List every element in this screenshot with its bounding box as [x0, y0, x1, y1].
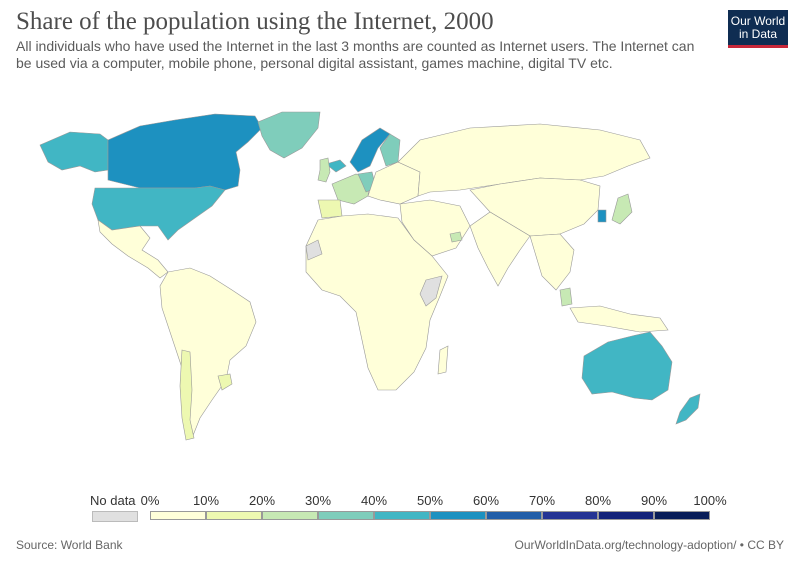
- region-russia[interactable]: [397, 123, 651, 197]
- legend-bin-9[interactable]: [654, 511, 710, 520]
- legend-no-data-label: No data: [90, 493, 136, 508]
- region-australia[interactable]: [581, 331, 673, 401]
- region-indonesia[interactable]: [569, 305, 669, 333]
- url-license[interactable]: OurWorldInData.org/technology-adoption/ …: [514, 538, 784, 552]
- region-western-sahara[interactable]: [305, 239, 323, 261]
- legend-no-data-swatch[interactable]: [92, 511, 138, 522]
- legend-tick-label: 90%: [640, 493, 668, 508]
- owid-logo[interactable]: Our World in Data: [728, 10, 788, 48]
- region-south-korea[interactable]: [597, 209, 607, 223]
- region-madagascar[interactable]: [437, 345, 449, 375]
- legend-bin-1[interactable]: [206, 511, 262, 520]
- region-canada[interactable]: [107, 113, 263, 191]
- source-note: Source: World Bank: [16, 538, 123, 552]
- legend-tick-label: 70%: [528, 493, 556, 508]
- legend-bin-4[interactable]: [374, 511, 430, 520]
- region-uruguay[interactable]: [217, 373, 233, 391]
- legend-tick-label: 80%: [584, 493, 612, 508]
- legend-bin-7[interactable]: [542, 511, 598, 520]
- legend-tick-label: 60%: [472, 493, 500, 508]
- region-malaysia[interactable]: [559, 287, 573, 307]
- logo-line-2: in Data: [738, 27, 778, 41]
- region-uae[interactable]: [449, 231, 463, 243]
- region-alaska[interactable]: [39, 131, 109, 173]
- region-scandinavia[interactable]: [349, 127, 391, 173]
- region-mexico-central-america[interactable]: [97, 219, 169, 279]
- region-africa[interactable]: [305, 213, 449, 391]
- region-new-zealand[interactable]: [675, 393, 701, 425]
- chart-title: Share of the population using the Intern…: [16, 8, 494, 35]
- chart-subtitle: All individuals who have used the Intern…: [16, 38, 695, 71]
- legend-tick-label: 20%: [248, 493, 276, 508]
- legend-bin-2[interactable]: [262, 511, 318, 520]
- legend-tick-label: 40%: [360, 493, 388, 508]
- region-india[interactable]: [469, 211, 531, 287]
- legend-bin-6[interactable]: [486, 511, 542, 520]
- legend-tick-label: 10%: [192, 493, 220, 508]
- region-south-america[interactable]: [159, 267, 257, 439]
- region-chile[interactable]: [179, 349, 195, 441]
- legend-bin-0[interactable]: [150, 511, 206, 520]
- color-legend: No data 0% 10% 20% 30% 40% 50% 60% 70% 80% 90% 100…: [0, 490, 800, 526]
- legend-tick-label: 0%: [140, 493, 160, 508]
- region-iceland[interactable]: [325, 159, 347, 173]
- region-united-kingdom[interactable]: [317, 157, 331, 183]
- region-southeast-asia[interactable]: [529, 233, 575, 291]
- region-finland[interactable]: [379, 133, 401, 167]
- region-japan[interactable]: [611, 193, 633, 225]
- legend-tick-label: 30%: [304, 493, 332, 508]
- legend-bin-5[interactable]: [430, 511, 486, 520]
- legend-tick-label: 100%: [693, 493, 727, 508]
- region-greenland[interactable]: [257, 111, 321, 159]
- legend-tick-label: 50%: [416, 493, 444, 508]
- legend-bin-3[interactable]: [318, 511, 374, 520]
- world-map: [39, 111, 701, 441]
- legend-bin-8[interactable]: [598, 511, 654, 520]
- region-somalia[interactable]: [419, 275, 443, 307]
- logo-line-1: Our World: [730, 14, 786, 28]
- region-iberia[interactable]: [317, 199, 343, 219]
